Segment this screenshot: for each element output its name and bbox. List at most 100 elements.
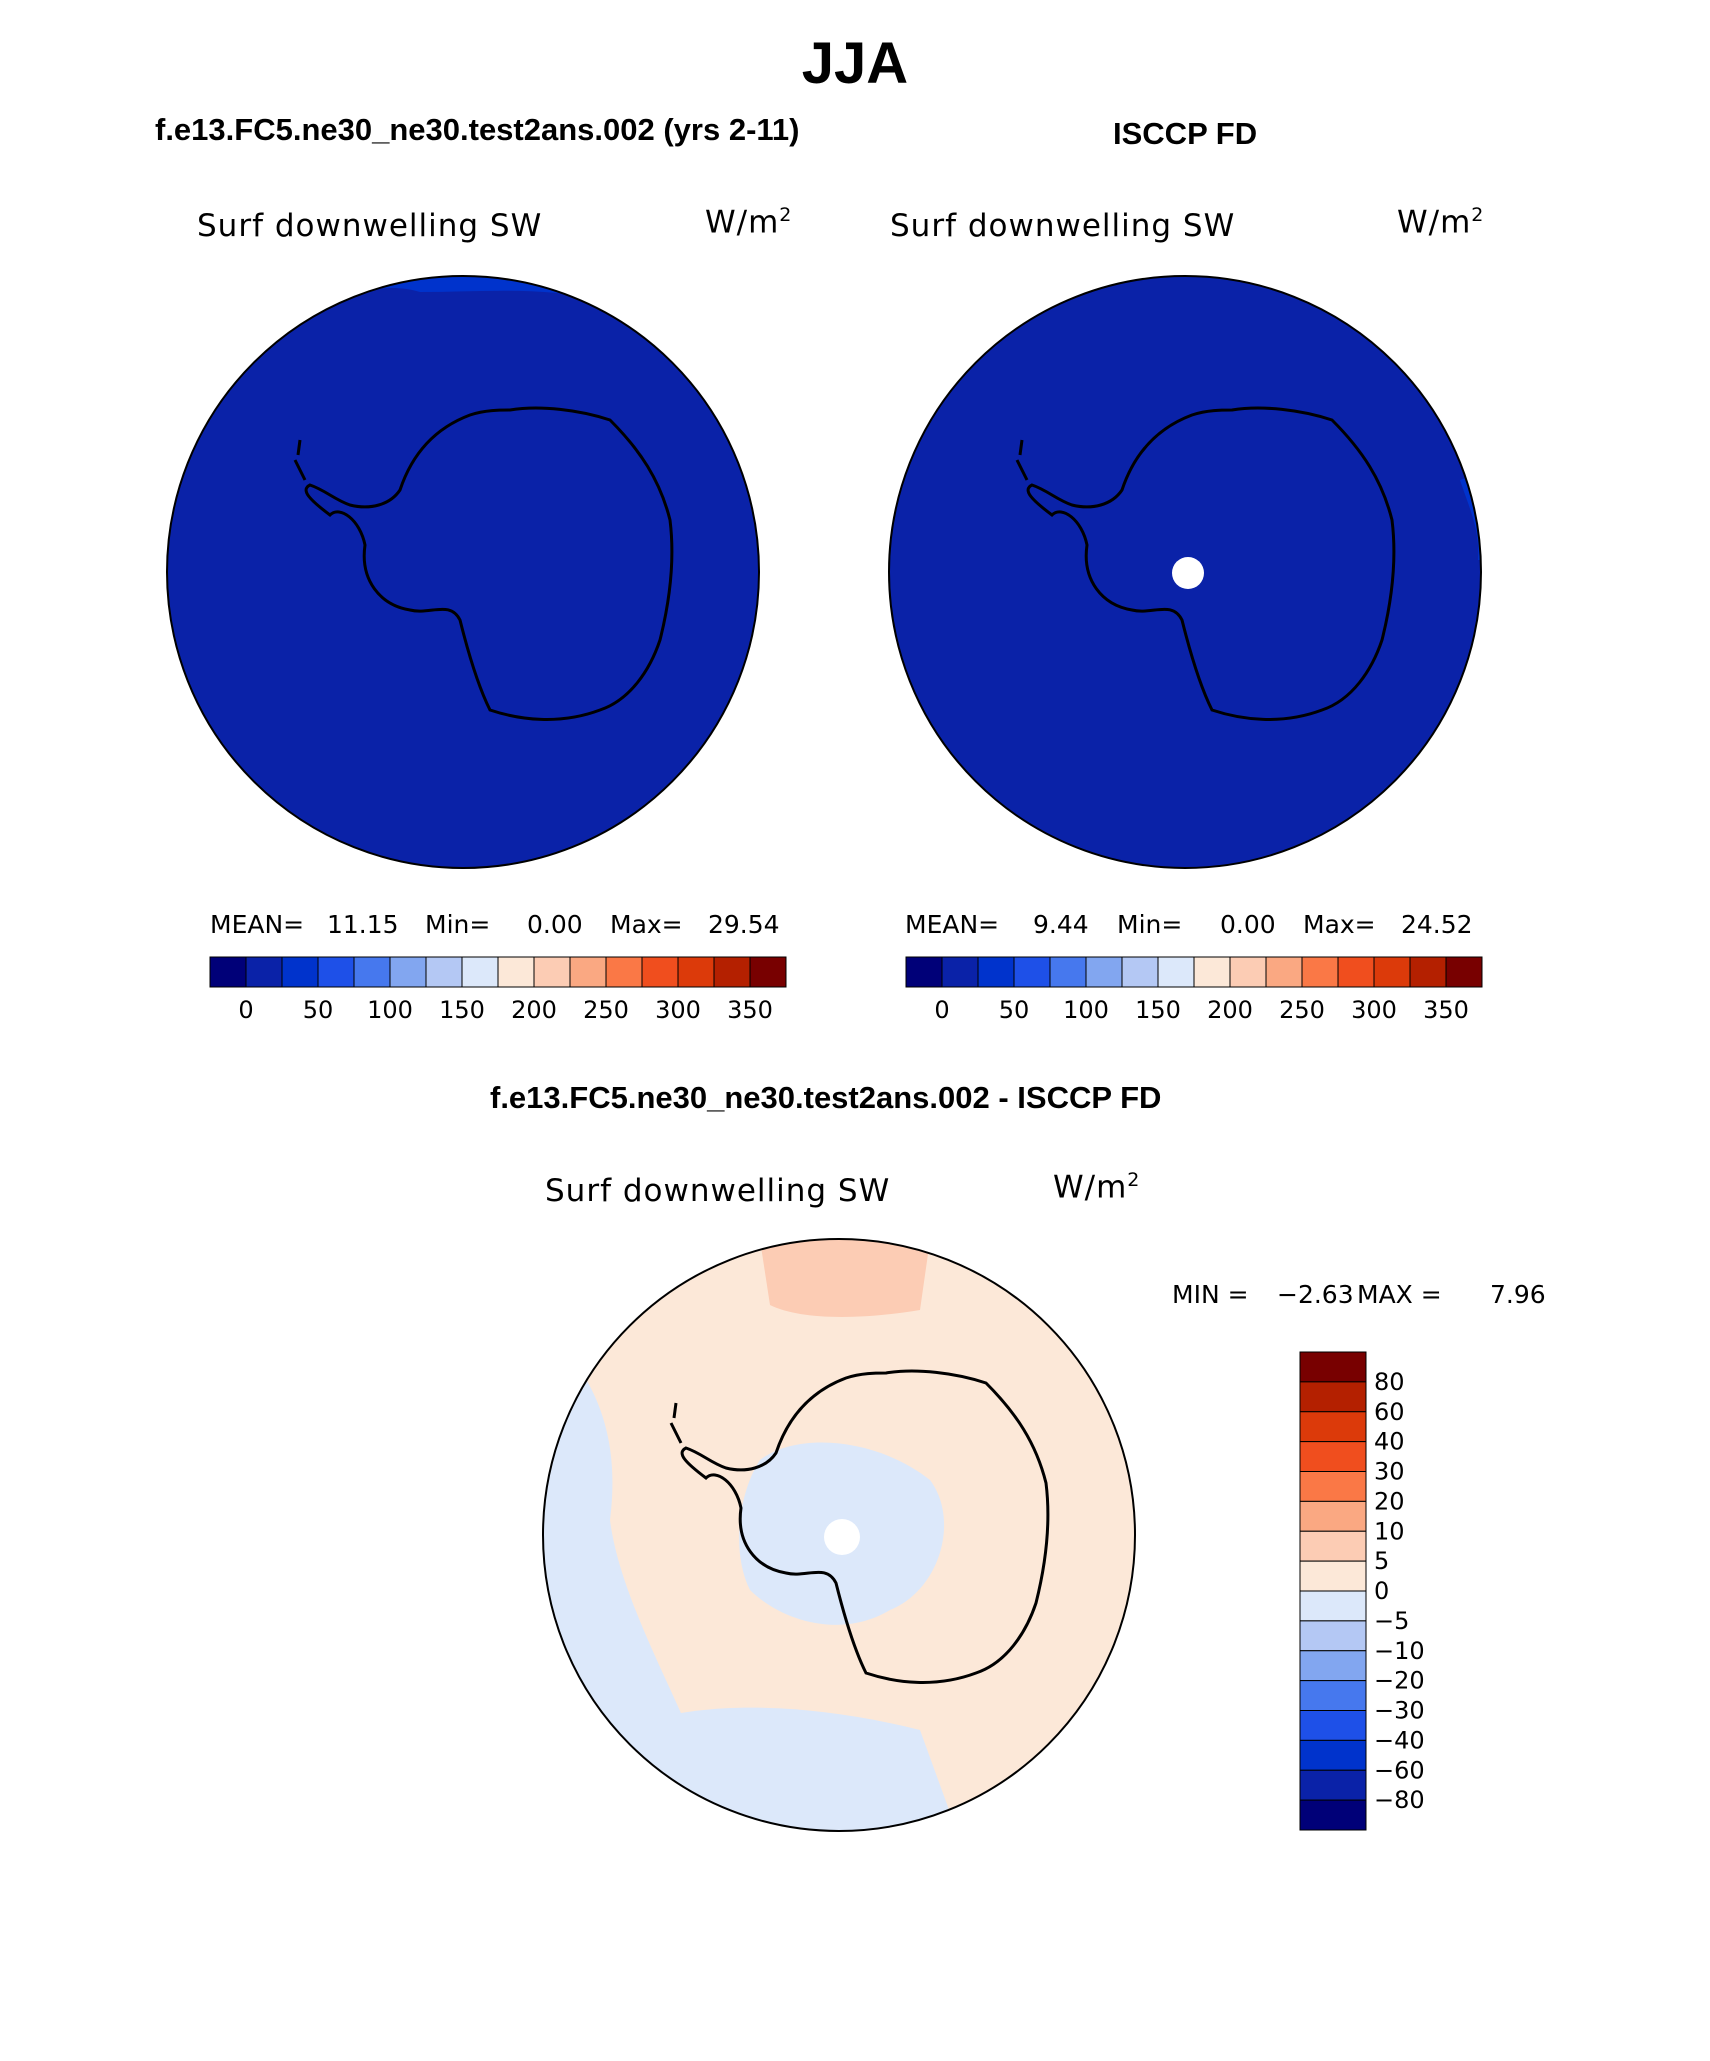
diff-colorbar-swatch (1299, 1650, 1367, 1682)
model-colorbar-swatch (641, 956, 679, 988)
obs-min-label: Min= (1117, 910, 1183, 939)
obs-colorbar: 0 50 100 150 200 250 300 350 (905, 956, 1483, 1024)
diff-colorbar-swatch (1299, 1680, 1367, 1711)
model-colorbar-tick-label: 100 (367, 996, 413, 1024)
diff-case-title: f.e13.FC5.ne30_ne30.test2ans.002 - ISCCP… (490, 1080, 1162, 1115)
obs-case-title: ISCCP FD (1113, 116, 1258, 151)
model-colorbar-swatch (569, 956, 607, 988)
obs-colorbar-tick-label: 350 (1423, 996, 1469, 1024)
model-mean-value: 11.15 (327, 910, 399, 939)
obs-colorbar-swatch (1049, 956, 1087, 988)
diff-colorbar-swatch (1299, 1381, 1367, 1413)
model-max-value: 29.54 (708, 910, 780, 939)
obs-max-label: Max= (1303, 910, 1376, 939)
model-colorbar-swatch (677, 956, 715, 988)
obs-colorbar-swatch (1193, 956, 1231, 988)
model-min-label: Min= (425, 910, 491, 939)
diff-colorbar-tick-label: 40 (1374, 1428, 1405, 1456)
diff-colorbar-swatch (1299, 1769, 1367, 1801)
model-map-fill (167, 276, 759, 868)
diff-map-pos-patch (760, 1240, 930, 1317)
obs-colorbar-swatch (1085, 956, 1123, 988)
obs-colorbar-tick-label: 250 (1279, 996, 1325, 1024)
model-colorbar-swatch (533, 956, 571, 988)
diff-colorbar-swatch (1299, 1471, 1367, 1502)
obs-polar-hole (1172, 557, 1204, 589)
diff-colorbar-tick-label: 5 (1374, 1547, 1389, 1575)
obs-colorbar-tick-label: 300 (1351, 996, 1397, 1024)
model-colorbar-tick-label: 300 (655, 996, 701, 1024)
model-variable-label: Surf downwelling SW (197, 208, 543, 244)
model-colorbar-tick-label: 150 (439, 996, 485, 1024)
figure-title: JJA (801, 31, 909, 96)
diff-colorbar-tick-label: 30 (1374, 1458, 1405, 1486)
obs-colorbar-swatch (1121, 956, 1159, 988)
obs-colorbar-swatch (1337, 956, 1375, 988)
obs-colorbar-tick-label: 150 (1135, 996, 1181, 1024)
obs-colorbar-tick-label: 200 (1207, 996, 1253, 1024)
diff-colorbar-swatch (1299, 1799, 1367, 1831)
diff-map-neg-south (620, 1707, 960, 1831)
model-colorbar-tick-label: 50 (303, 996, 334, 1024)
diff-min-label: MIN = (1172, 1280, 1249, 1309)
diff-map-neg-west (543, 1320, 700, 1760)
model-colorbar-tick-label: 0 (238, 996, 253, 1024)
diff-colorbar-tick-label: −60 (1374, 1756, 1425, 1784)
diff-colorbar-tick-label: 80 (1374, 1368, 1405, 1396)
diff-colorbar-swatch (1299, 1351, 1367, 1383)
diff-colorbar-swatch (1299, 1441, 1367, 1472)
model-colorbar-swatch (317, 956, 355, 988)
obs-colorbar-swatch (1265, 956, 1303, 988)
diff-colorbar-tick-label: −10 (1374, 1637, 1425, 1665)
obs-colorbar-swatch (977, 956, 1015, 988)
diff-colorbar-tick-label: −80 (1374, 1786, 1425, 1814)
diff-colorbar-swatch (1299, 1530, 1367, 1562)
obs-colorbar-swatch (1157, 956, 1195, 988)
diff-colorbar-tick-label: 60 (1374, 1398, 1405, 1426)
diff-colorbar-swatch (1299, 1590, 1367, 1622)
model-colorbar-swatch (353, 956, 391, 988)
model-colorbar: 0 50 100 150 200 250 300 350 (209, 956, 787, 1024)
obs-max-value: 24.52 (1401, 910, 1473, 939)
diff-variable-label: Surf downwelling SW (545, 1173, 891, 1209)
obs-mean-value: 9.44 (1033, 910, 1089, 939)
model-colorbar-swatch (209, 956, 247, 988)
diff-colorbar-tick-label: 0 (1374, 1577, 1389, 1605)
diff-colorbar-swatch (1299, 1739, 1367, 1771)
model-colorbar-swatch (245, 956, 283, 988)
diff-colorbar-tick-label: −20 (1374, 1667, 1425, 1695)
model-max-label: Max= (610, 910, 683, 939)
obs-colorbar-swatch (941, 956, 979, 988)
model-colorbar-tick-label: 350 (727, 996, 773, 1024)
model-colorbar-tick-label: 200 (511, 996, 557, 1024)
obs-variable-label: Surf downwelling SW (890, 208, 1236, 244)
diff-max-label: MAX = (1357, 1280, 1442, 1309)
diff-colorbar-swatch (1299, 1620, 1367, 1652)
obs-colorbar-swatch (1301, 956, 1339, 988)
model-units-label: W/m2 (705, 204, 793, 241)
model-case-title: f.e13.FC5.ne30_ne30.test2ans.002 (yrs 2-… (155, 112, 800, 147)
obs-colorbar-tick-label: 100 (1063, 996, 1109, 1024)
model-colorbar-swatch (389, 956, 427, 988)
diff-polar-hole (824, 1519, 860, 1555)
obs-colorbar-swatch (1373, 956, 1411, 988)
model-colorbar-swatch (605, 956, 643, 988)
model-map-patch (320, 276, 600, 300)
diff-max-value: 7.96 (1490, 1280, 1546, 1309)
diff-colorbar-tick-label: 20 (1374, 1487, 1405, 1515)
diff-min-value: −2.63 (1277, 1280, 1354, 1309)
model-colorbar-swatch (425, 956, 463, 988)
model-colorbar-swatch (497, 956, 535, 988)
obs-mean-label: MEAN= (905, 910, 1000, 939)
obs-colorbar-tick-label: 0 (934, 996, 949, 1024)
obs-units-label: W/m2 (1397, 204, 1485, 241)
diff-colorbar-tick-label: −40 (1374, 1726, 1425, 1754)
obs-colorbar-tick-label: 50 (999, 996, 1030, 1024)
model-colorbar-swatch (281, 956, 319, 988)
model-mean-label: MEAN= (210, 910, 305, 939)
obs-colorbar-swatch (1229, 956, 1267, 988)
diff-colorbar-swatch (1299, 1560, 1367, 1592)
diff-colorbar-swatch (1299, 1710, 1367, 1741)
